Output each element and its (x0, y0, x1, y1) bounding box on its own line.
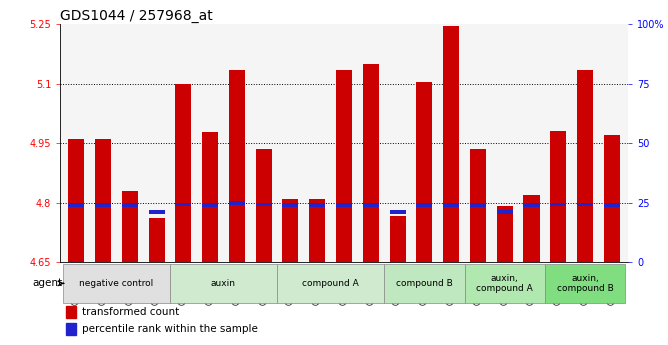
Bar (416, 203, 432, 207)
Bar (309, 203, 325, 207)
Bar (524, 203, 540, 207)
FancyBboxPatch shape (170, 264, 277, 303)
Bar (524, 195, 540, 262)
Bar (443, 26, 459, 262)
Bar (175, 83, 191, 262)
Bar (497, 210, 513, 215)
Bar (470, 149, 486, 262)
Bar (309, 199, 325, 262)
Text: compound A: compound A (302, 279, 359, 288)
Bar (95, 139, 111, 262)
Bar (283, 203, 299, 207)
Bar (202, 203, 218, 207)
Bar (497, 207, 513, 262)
Text: compound B: compound B (396, 279, 453, 288)
Bar (604, 203, 620, 207)
Text: auxin,
compound A: auxin, compound A (476, 274, 533, 293)
Bar (68, 139, 84, 262)
Bar (202, 132, 218, 262)
Bar (363, 64, 379, 262)
Bar (550, 131, 566, 262)
Bar (95, 203, 111, 207)
Bar (416, 82, 432, 262)
Bar (363, 203, 379, 207)
Text: agent: agent (33, 278, 63, 288)
Bar (175, 203, 191, 207)
Bar (550, 203, 566, 207)
FancyBboxPatch shape (384, 264, 464, 303)
Text: percentile rank within the sample: percentile rank within the sample (81, 324, 258, 334)
FancyBboxPatch shape (545, 264, 625, 303)
FancyBboxPatch shape (63, 264, 170, 303)
Bar (122, 203, 138, 207)
Bar (577, 70, 593, 262)
Bar (68, 203, 84, 207)
Bar (65, 323, 76, 335)
Bar (65, 306, 76, 318)
Bar (577, 203, 593, 207)
Bar (443, 203, 459, 207)
Bar (604, 135, 620, 262)
Bar (389, 210, 405, 215)
Bar (229, 70, 245, 262)
Bar (283, 199, 299, 262)
FancyBboxPatch shape (464, 264, 545, 303)
Bar (256, 149, 272, 262)
Bar (122, 191, 138, 262)
Text: transformed count: transformed count (81, 307, 179, 317)
FancyBboxPatch shape (277, 264, 384, 303)
Bar (148, 218, 164, 262)
Bar (389, 216, 405, 262)
Bar (336, 70, 352, 262)
Text: negative control: negative control (79, 279, 154, 288)
Bar (470, 203, 486, 207)
Bar (229, 200, 245, 205)
Text: auxin,
compound B: auxin, compound B (556, 274, 613, 293)
Text: auxin: auxin (211, 279, 236, 288)
Bar (256, 203, 272, 207)
Bar (336, 203, 352, 207)
Text: GDS1044 / 257968_at: GDS1044 / 257968_at (60, 9, 213, 23)
Bar (148, 210, 164, 215)
